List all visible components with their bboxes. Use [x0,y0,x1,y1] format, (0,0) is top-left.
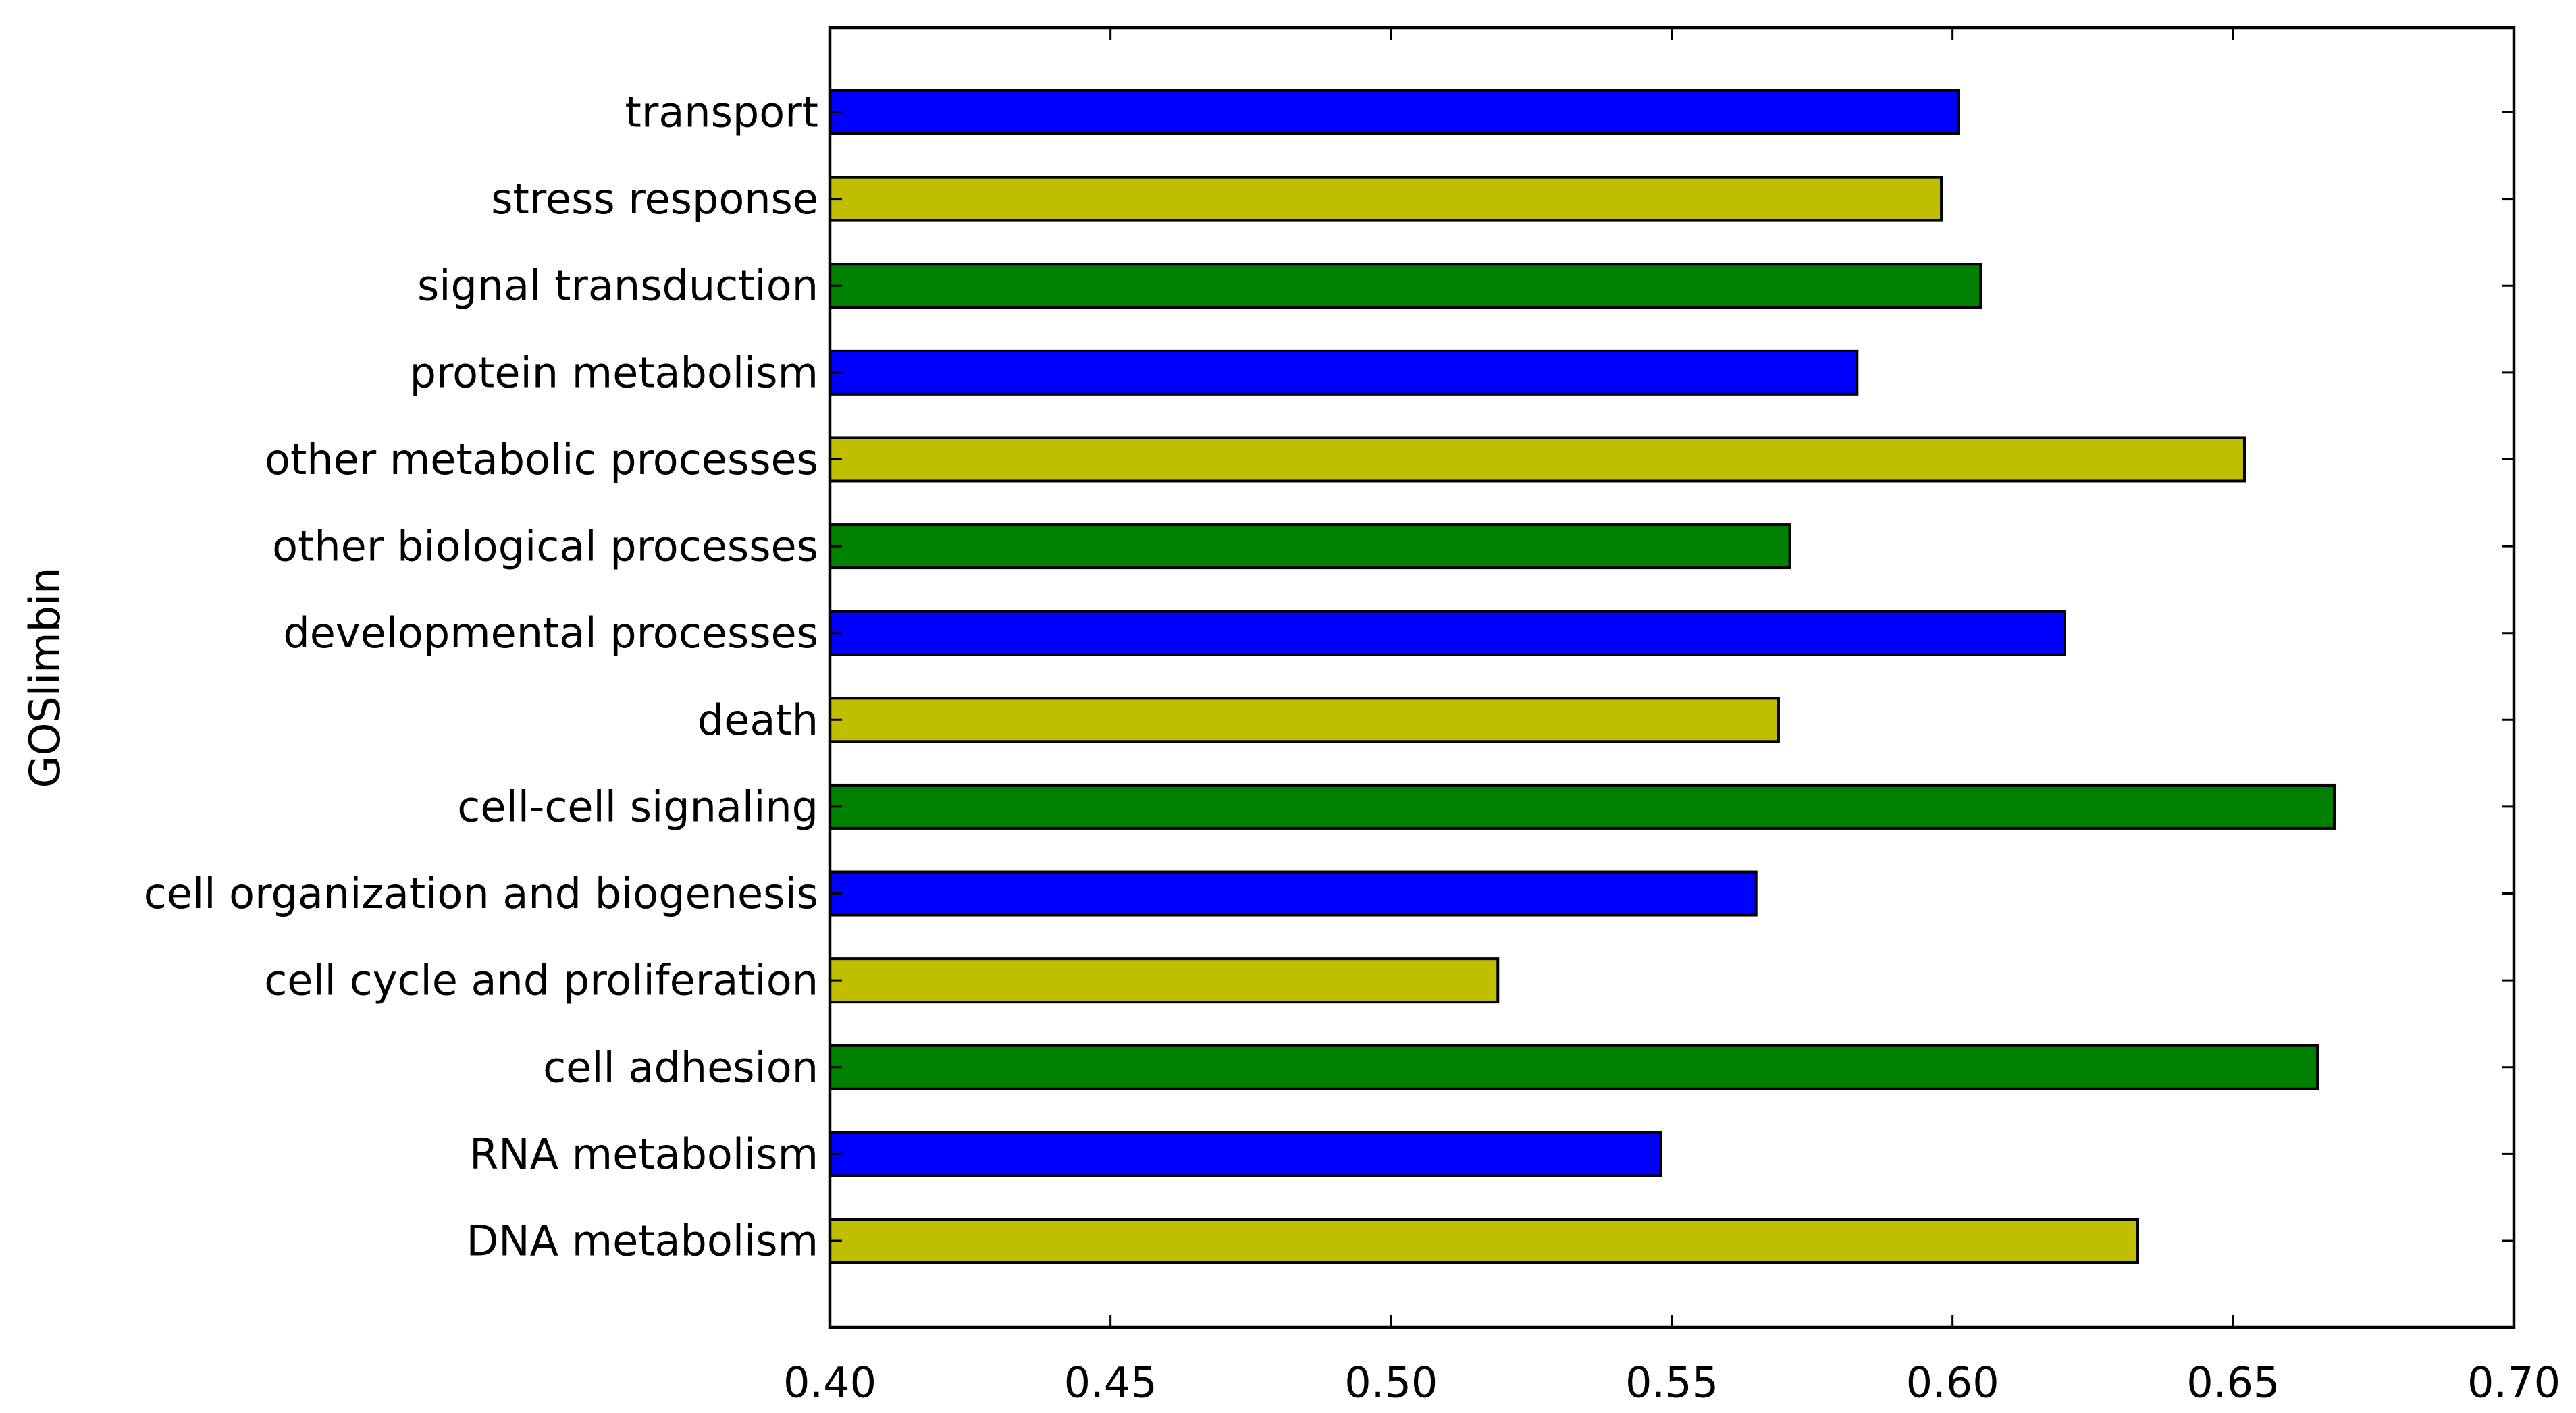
bar-transport [829,89,1960,135]
y-axis-label: GOSlimbin [20,568,70,789]
bar-other-biological-processes [829,523,1791,570]
y-tick-label: cell adhesion [543,1042,818,1092]
plot-frame [828,26,2516,1329]
bar-developmental-processes [829,610,2066,656]
x-tick-label: 0.45 [1064,1358,1157,1408]
y-tick-label: death [698,695,818,745]
y-tick-label: other metabolic processes [265,435,818,484]
y-tick-label: DNA metabolism [466,1217,818,1266]
bar-cell-adhesion [829,1044,2319,1090]
bar-protein-metabolism [829,349,1859,396]
x-tick-label: 0.65 [2186,1358,2280,1408]
bar-stress-response [829,176,1943,222]
x-tick-label: 0.70 [2467,1358,2560,1408]
x-tick-label: 0.55 [1625,1358,1718,1408]
x-tick-label: 0.60 [1906,1358,1999,1408]
y-tick-label: cell cycle and proliferation [264,956,818,1005]
y-tick-label: cell-cell signaling [457,782,818,831]
bar-cell-cell-signaling [829,783,2336,830]
y-tick-label: other biological processes [272,522,818,571]
bar-cell-organization-and-biogenesis [829,870,1758,917]
bar-rna-metabolism [829,1131,1662,1177]
bars-layer [829,89,2336,1264]
bar-signal-transduction [829,263,1982,309]
y-tick-label: stress response [491,174,818,223]
x-tick-label: 0.40 [783,1358,876,1408]
bar-dna-metabolism [829,1218,2140,1264]
y-tick-label: protein metabolism [410,348,818,397]
y-tick-label: developmental processes [283,608,818,658]
y-tick-label: signal transduction [417,261,818,311]
labels-layer: DNA metabolism RNA metabolism cell adhesio… [144,88,2560,1408]
y-tick-label: RNA metabolism [469,1129,818,1179]
x-tick-label: 0.50 [1344,1358,1438,1408]
bar-cell-cycle-and-proliferation [829,957,1500,1004]
y-tick-label: cell organization and biogenesis [144,869,818,918]
bar-other-metabolic-processes [829,436,2246,483]
ticks-layer [829,28,2515,1327]
bar-death [829,697,1780,743]
y-tick-label: transport [625,88,818,137]
